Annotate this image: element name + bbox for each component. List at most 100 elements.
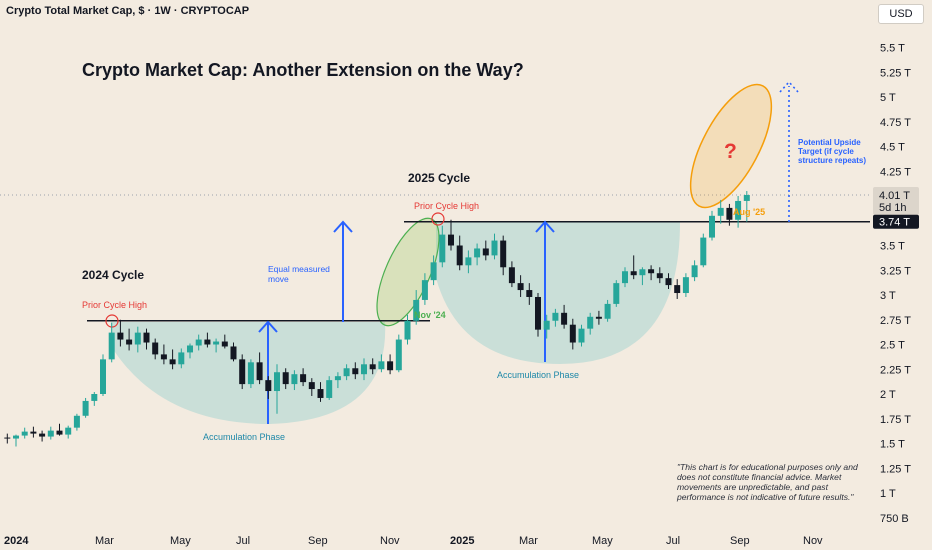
x-tick-label: Nov [803, 535, 823, 547]
candle-body-37 [326, 380, 333, 398]
x-tick-label: Mar [95, 535, 114, 547]
resistance-price-tag-bg [873, 214, 919, 229]
accumulation-label-1: Accumulation Phase [203, 432, 286, 442]
candle-body-23 [204, 339, 211, 345]
y-tick-label: 1.75 T [880, 414, 911, 426]
resistance-price-tag: 3.74 T [879, 217, 910, 229]
upside-target-arrow [779, 80, 799, 222]
candle-body-58 [508, 267, 515, 284]
candle-body-60 [526, 290, 533, 297]
candle-body-17 [152, 342, 159, 355]
candle-body-84 [735, 200, 742, 220]
candle-body-2 [21, 431, 28, 436]
x-tick-label: Jul [666, 535, 680, 547]
y-tick-label: 4.5 T [880, 142, 905, 154]
x-tick-label: May [170, 535, 191, 547]
candle-body-63 [552, 312, 559, 321]
candle-body-9 [82, 400, 89, 416]
y-tick-label: 4.25 T [880, 166, 911, 178]
accumulation-bowl-2 [436, 222, 680, 364]
y-tick-label: 5.25 T [880, 67, 911, 79]
accumulation-label-2: Accumulation Phase [497, 370, 580, 380]
cycle-2024-label: 2024 Cycle [82, 268, 145, 282]
y-tick-label: 2.75 T [880, 315, 911, 327]
candle-body-82 [717, 207, 724, 216]
candle-body-42 [369, 364, 376, 370]
candle-body-13 [117, 332, 124, 340]
measured-move-arrow-2-head [333, 220, 353, 233]
candle-body-29 [256, 362, 263, 381]
candle-body-34 [300, 374, 307, 383]
candle-body-85 [743, 195, 750, 201]
candle-body-1 [13, 435, 19, 439]
candle-body-83 [726, 207, 733, 220]
nov24-label: Nov '24 [414, 310, 446, 320]
candle-body-11 [100, 359, 106, 394]
y-tick-label: 2 T [880, 389, 896, 401]
x-tick-label: Mar [519, 535, 538, 547]
x-tick-label: Jul [236, 535, 250, 547]
candle-body-35 [308, 382, 315, 390]
candle-body-20 [178, 352, 185, 365]
question-mark: ? [724, 140, 737, 163]
candle-body-44 [387, 361, 394, 371]
candle-body-5 [47, 430, 54, 437]
candle-body-30 [265, 380, 272, 392]
candle-body-75 [656, 273, 663, 279]
candle-body-61 [535, 296, 541, 330]
candle-body-14 [126, 339, 133, 345]
y-tick-label: 4.75 T [880, 117, 911, 129]
prior-cycle-high-label-2: Prior Cycle High [414, 201, 480, 211]
currency-button[interactable]: USD [878, 4, 924, 24]
candle-body-39 [343, 368, 350, 377]
candle-body-36 [317, 389, 324, 398]
x-tick-label: Sep [308, 535, 328, 547]
measured-move-arrow-2 [333, 220, 353, 322]
candle-body-18 [160, 354, 167, 360]
candle-body-7 [65, 427, 72, 435]
candle-body-74 [648, 269, 655, 274]
candle-body-70 [613, 283, 620, 304]
candle-body-49 [430, 262, 437, 281]
candle-body-28 [247, 362, 254, 385]
candle-body-26 [230, 346, 237, 360]
candle-body-54 [474, 248, 481, 258]
upside-target-label: Potential Upside Target (if cycle struct… [798, 138, 867, 165]
candle-body-71 [622, 271, 628, 284]
prior-cycle-high-label-1: Prior Cycle High [82, 300, 148, 310]
y-tick-label: 3 T [880, 290, 896, 302]
candle-body-62 [543, 320, 550, 330]
candle-body-59 [517, 283, 524, 291]
candle-body-12 [108, 332, 115, 360]
candle-body-22 [195, 339, 202, 346]
candle-body-38 [334, 376, 341, 381]
candle-body-16 [143, 332, 150, 343]
cycle-2025-label: 2025 Cycle [408, 171, 471, 185]
candle-body-19 [169, 359, 176, 365]
aug25-label: Aug '25 [733, 207, 766, 217]
candle-body-53 [465, 257, 472, 266]
y-tick-label: 5 T [880, 92, 896, 104]
candle-body-21 [187, 345, 193, 353]
candle-body-78 [682, 277, 689, 294]
candle-body-10 [91, 394, 98, 401]
candle-body-31 [274, 372, 280, 392]
y-tick-label: 3.25 T [880, 265, 911, 277]
disclaimer-text: "This chart is for educational purposes … [677, 462, 858, 502]
x-tick-label: 2025 [450, 535, 474, 547]
target-ellipse-2025 [689, 83, 773, 209]
candle-body-15 [134, 332, 141, 345]
prior-high-circle-2 [431, 212, 445, 226]
candle-body-4 [39, 433, 46, 437]
candle-body-46 [404, 320, 411, 340]
candle-body-6 [56, 430, 63, 435]
candle-body-43 [378, 361, 385, 370]
candle-body-79 [691, 265, 698, 278]
candle-body-45 [395, 339, 402, 371]
candle-body-48 [421, 280, 428, 300]
candle-body-32 [282, 372, 289, 385]
y-tick-label: 1.25 T [880, 463, 911, 475]
chart-headline: Crypto Market Cap: Another Extension on … [82, 60, 524, 80]
